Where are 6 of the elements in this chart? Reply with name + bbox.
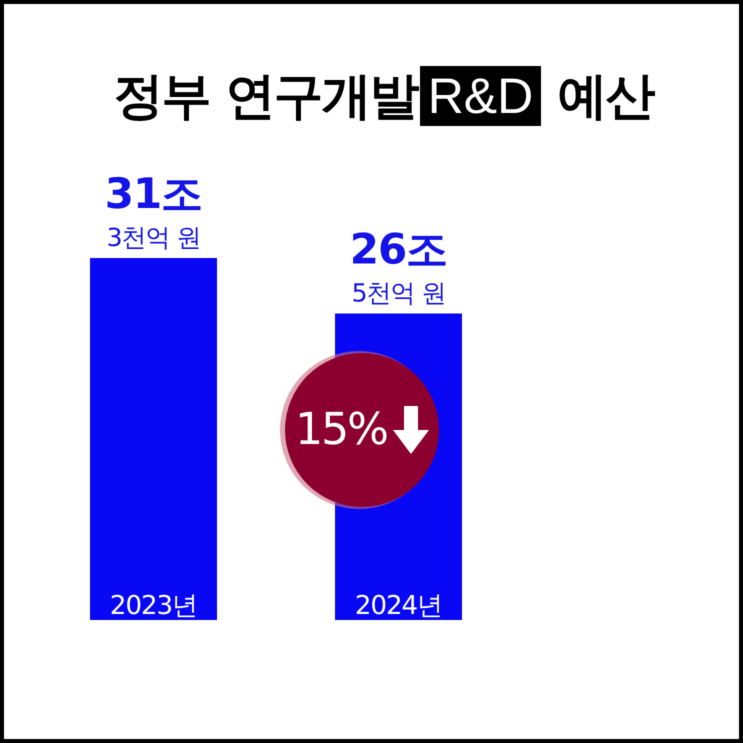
x-tick-label: 2023년	[110, 591, 198, 621]
chart-title: 정부 연구개발 R&D 예산	[114, 66, 654, 126]
data-label: 31조 3천억 원	[104, 169, 202, 252]
annotation: 15%	[295, 404, 387, 455]
data-label: 26조 5천억 원	[350, 224, 448, 308]
x-tick-label: 2024년	[354, 591, 442, 621]
